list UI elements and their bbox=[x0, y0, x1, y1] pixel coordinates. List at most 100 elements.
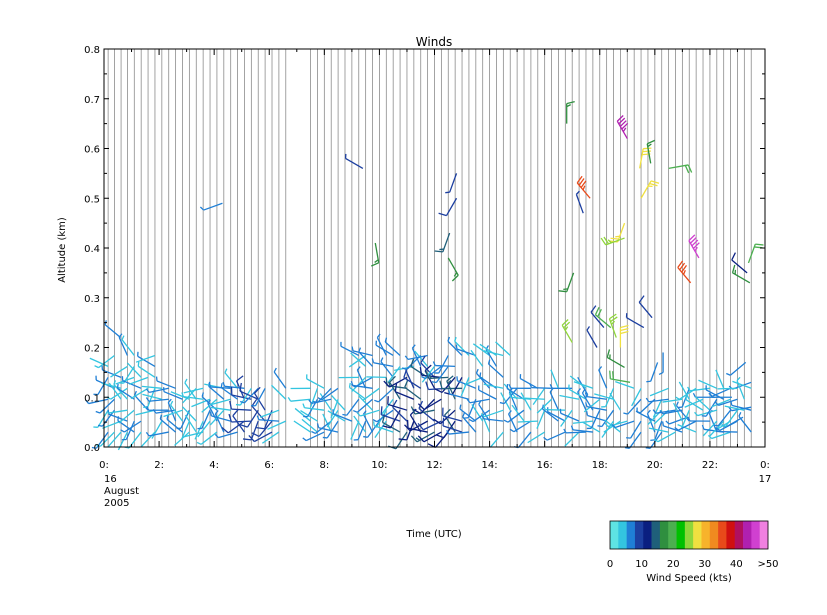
colorbar-swatch bbox=[652, 521, 661, 549]
wind-barb-low bbox=[544, 432, 566, 440]
wind-barb-low bbox=[185, 379, 196, 399]
barb-shaft bbox=[587, 330, 597, 347]
wind-barb-low bbox=[610, 393, 621, 410]
wind-barb-low bbox=[307, 374, 325, 388]
wind-barb bbox=[562, 319, 572, 342]
barb-shaft bbox=[138, 366, 155, 377]
x-tick-label: 0: bbox=[760, 460, 770, 471]
barb-flag bbox=[653, 410, 656, 414]
wind-barb-low bbox=[147, 406, 169, 410]
barb-flag bbox=[303, 438, 307, 441]
wind-barb-low bbox=[533, 388, 544, 404]
barb-shaft bbox=[532, 388, 552, 389]
wind-barb-low bbox=[211, 407, 231, 410]
wind-barb-low bbox=[698, 380, 716, 388]
barb-flag bbox=[240, 402, 244, 403]
barb-shaft bbox=[439, 355, 449, 373]
barb-flag bbox=[288, 397, 290, 401]
barb-flag bbox=[254, 387, 260, 393]
wind-barb bbox=[678, 261, 691, 283]
barb-flag bbox=[185, 379, 187, 383]
wind-barb-low bbox=[136, 410, 155, 415]
barb-shaft bbox=[204, 203, 223, 210]
wind-barb-low bbox=[637, 407, 655, 421]
wind-barb-low bbox=[484, 384, 504, 388]
date-end-label: 17 bbox=[759, 474, 772, 485]
wind-barb bbox=[732, 253, 747, 273]
barb-flag bbox=[223, 382, 225, 386]
barb-flag bbox=[171, 401, 173, 405]
barb-flag bbox=[469, 419, 473, 421]
barb-flag bbox=[659, 372, 663, 374]
y-tick-label: 0.2 bbox=[84, 344, 100, 355]
barb-flag bbox=[456, 345, 457, 349]
barb-shaft bbox=[479, 390, 497, 399]
wind-barb bbox=[641, 181, 659, 198]
barb-flag bbox=[432, 382, 436, 383]
barb-flag bbox=[439, 213, 447, 215]
barb-shaft bbox=[698, 380, 716, 388]
barb-flag bbox=[685, 165, 688, 173]
barb-flag bbox=[435, 251, 443, 252]
wind-barb-low bbox=[146, 432, 168, 436]
wind-barb-low bbox=[489, 360, 504, 378]
barb-flag bbox=[643, 148, 651, 149]
barb-flag bbox=[230, 401, 232, 409]
barb-flag bbox=[739, 412, 741, 416]
wind-barb-low bbox=[632, 388, 641, 406]
barb-flag bbox=[404, 370, 407, 378]
barb-shaft bbox=[108, 410, 128, 413]
barb-flag bbox=[221, 383, 222, 387]
barb-shaft bbox=[319, 428, 339, 432]
barb-shaft bbox=[149, 432, 169, 436]
barb-flag bbox=[257, 416, 259, 420]
colorbar-tick-label: 30 bbox=[698, 559, 711, 570]
wind-barb bbox=[607, 349, 624, 367]
barb-flag bbox=[610, 371, 611, 379]
barb-flag bbox=[243, 439, 251, 440]
barb-shaft bbox=[191, 399, 210, 406]
barb-flag bbox=[582, 389, 584, 393]
y-axis-label: Altitude (km) bbox=[57, 217, 68, 283]
y-tick-label: 0.0 bbox=[84, 443, 100, 454]
wind-barb-low bbox=[695, 410, 717, 415]
x-tick-label: 22: bbox=[702, 460, 718, 471]
barb-shaft bbox=[357, 399, 372, 412]
colorbar-swatch bbox=[677, 521, 686, 549]
barb-flag bbox=[374, 421, 375, 425]
barb-flag bbox=[646, 448, 650, 449]
barb-shaft bbox=[385, 342, 400, 355]
wind-barb-low bbox=[678, 388, 689, 407]
barb-shaft bbox=[545, 410, 565, 411]
barb-flag bbox=[599, 367, 602, 370]
wind-barb-low bbox=[518, 421, 538, 422]
barb-flag bbox=[225, 369, 227, 373]
barb-shaft bbox=[717, 431, 737, 432]
barb-shaft bbox=[388, 366, 400, 382]
wind-barb bbox=[567, 102, 575, 124]
barb-shaft bbox=[251, 421, 258, 440]
wind-barb-low bbox=[521, 393, 531, 410]
colorbar-swatch bbox=[760, 521, 769, 549]
barb-flag bbox=[476, 369, 478, 373]
barb-shaft bbox=[294, 421, 311, 432]
barb-flag bbox=[211, 411, 212, 415]
wind-barb-low bbox=[486, 346, 496, 367]
barb-flag bbox=[436, 435, 444, 438]
barb-shaft bbox=[185, 415, 196, 432]
barb-flag bbox=[118, 416, 119, 420]
colorbar-swatch bbox=[660, 521, 669, 549]
wind-barb-low bbox=[230, 401, 252, 410]
wind-barb-low bbox=[142, 386, 162, 388]
colorbar-swatch bbox=[751, 521, 760, 549]
colorbar-swatch bbox=[668, 521, 677, 549]
barb-flag bbox=[688, 165, 691, 173]
colorbar-swatch bbox=[685, 521, 694, 549]
barb-shaft bbox=[610, 393, 621, 410]
barb-shaft bbox=[366, 377, 386, 378]
date-start-line: August bbox=[104, 486, 139, 497]
barb-shaft bbox=[730, 362, 745, 375]
barb-shaft bbox=[119, 337, 127, 355]
wind-barb-low bbox=[372, 358, 393, 366]
